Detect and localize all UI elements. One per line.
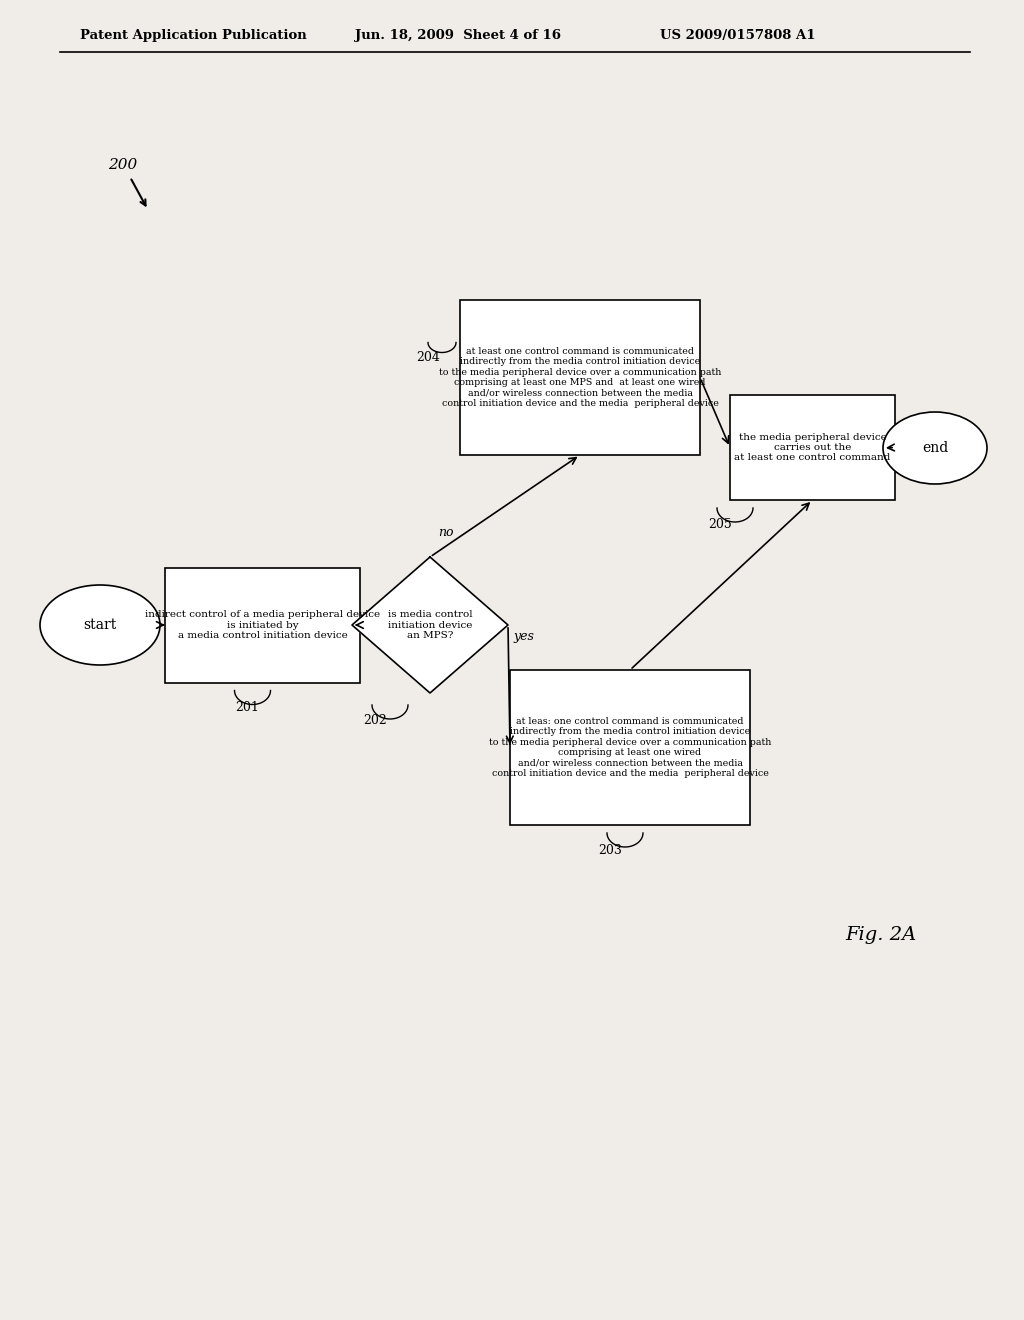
- Text: indirect control of a media peripheral device
is initiated by
a media control in: indirect control of a media peripheral d…: [145, 610, 380, 640]
- Text: at least one control command is communicated
indirectly from the media control i: at least one control command is communic…: [439, 347, 721, 408]
- Text: at leas: one control command is communicated
indirectly from the media control i: at leas: one control command is communic…: [488, 717, 771, 777]
- Text: Fig. 2A: Fig. 2A: [845, 927, 916, 944]
- Text: Patent Application Publication: Patent Application Publication: [80, 29, 307, 42]
- FancyBboxPatch shape: [730, 395, 895, 500]
- FancyBboxPatch shape: [510, 671, 750, 825]
- Text: 201: 201: [236, 701, 259, 714]
- Text: 202: 202: [364, 714, 387, 727]
- FancyBboxPatch shape: [460, 300, 700, 455]
- Text: is media control
initiation device
an MPS?: is media control initiation device an MP…: [388, 610, 472, 640]
- Text: 203: 203: [598, 843, 622, 857]
- Text: 205: 205: [709, 519, 732, 532]
- FancyBboxPatch shape: [165, 568, 360, 682]
- Ellipse shape: [40, 585, 160, 665]
- Ellipse shape: [883, 412, 987, 484]
- Text: the media peripheral device
carries out the
at least one control command: the media peripheral device carries out …: [734, 433, 891, 462]
- Text: no: no: [438, 525, 454, 539]
- Polygon shape: [352, 557, 508, 693]
- Text: start: start: [83, 618, 117, 632]
- Text: 204: 204: [416, 351, 440, 364]
- Text: US 2009/0157808 A1: US 2009/0157808 A1: [660, 29, 815, 42]
- Text: end: end: [922, 441, 948, 455]
- Text: yes: yes: [513, 630, 534, 643]
- Text: Jun. 18, 2009  Sheet 4 of 16: Jun. 18, 2009 Sheet 4 of 16: [355, 29, 561, 42]
- Text: 200: 200: [108, 158, 137, 172]
